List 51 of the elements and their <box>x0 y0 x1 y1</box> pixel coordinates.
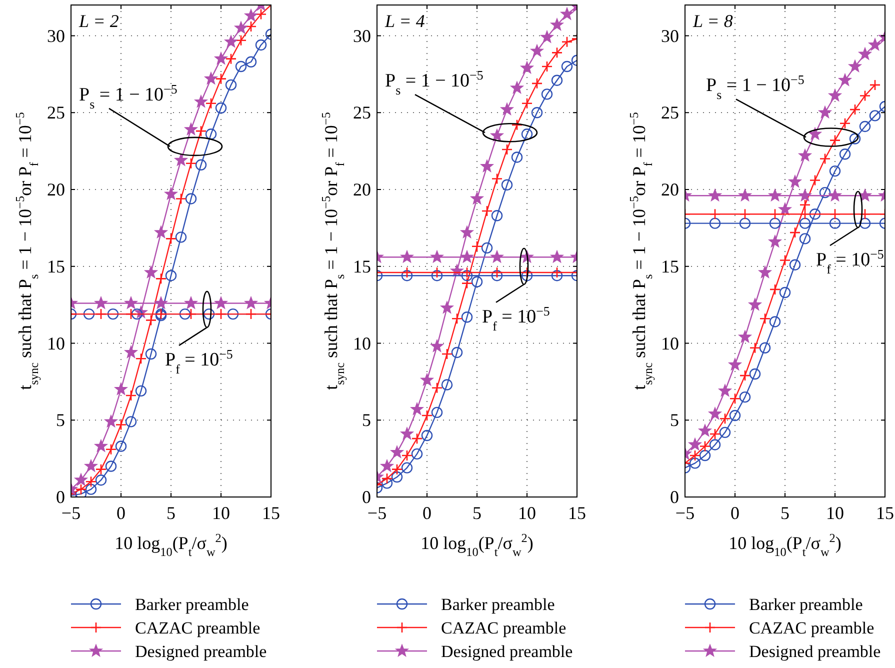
legend-label: Barker preamble <box>749 595 863 614</box>
x-axis-title: 10 log$_{10}$(P$_{t}$/σ$_{w}$$^{2}$) <box>114 531 228 559</box>
annotation: P$_{f}$ = 10$^{−5}$ <box>482 302 550 333</box>
y-tick-label: 25 <box>353 102 371 123</box>
y-tick-label: 30 <box>353 26 371 46</box>
y-tick-label: 5 <box>56 410 65 430</box>
legend-label: Designed preamble <box>135 642 267 661</box>
y-tick-label: 15 <box>47 256 65 276</box>
x-tick-label: 0 <box>116 503 126 523</box>
annotation: L = 2 <box>78 11 119 31</box>
annotation: P$_{f}$ = 10$^{−5}$ <box>165 346 233 376</box>
x-tick-label: 10 <box>212 503 230 523</box>
x-tick-label: 0 <box>730 503 740 523</box>
legend-label: Barker preamble <box>135 595 249 614</box>
x-tick-label: 5 <box>780 503 790 523</box>
y-tick-label: 5 <box>670 410 679 430</box>
annotation: P$_{s}$ = 1 − 10$^{−5}$ <box>79 80 178 111</box>
y-tick-label: 20 <box>353 180 371 200</box>
x-tick-label: 10 <box>826 503 844 523</box>
x-tick-label: 15 <box>568 503 586 523</box>
y-tick-label: 20 <box>47 180 65 200</box>
x-tick-label: 5 <box>166 503 176 523</box>
y-tick-label: 30 <box>47 26 65 46</box>
y-tick-label: 20 <box>661 180 679 200</box>
x-tick-label: 15 <box>262 503 280 523</box>
annotation: P$_{s}$ = 1 − 10$^{−5}$ <box>385 67 484 98</box>
legend-label: CAZAC preamble <box>749 618 874 638</box>
legend-label: CAZAC preamble <box>441 618 566 638</box>
annotation: P$_{f}$ = 10$^{−5}$ <box>816 246 884 276</box>
x-tick-label: 0 <box>422 503 432 523</box>
annotation: L = 8 <box>692 11 733 31</box>
x-tick-label: 5 <box>472 503 482 523</box>
annotation: L = 4 <box>384 11 425 31</box>
x-tick-label: 10 <box>518 503 536 523</box>
annotation: P$_{s}$ = 1 − 10$^{−5}$ <box>706 72 804 102</box>
x-axis-title: 10 log$_{10}$(P$_{t}$/σ$_{w}$$^{2}$) <box>420 531 534 559</box>
legend-label: CAZAC preamble <box>135 618 260 638</box>
y-tick-label: 30 <box>661 26 679 46</box>
y-tick-label: 15 <box>661 256 679 276</box>
x-axis-title: 10 log$_{10}$(P$_{t}$/σ$_{w}$$^{2}$) <box>728 531 842 559</box>
y-tick-label: 10 <box>353 333 371 354</box>
y-tick-label: 25 <box>47 102 65 123</box>
y-tick-label: 10 <box>47 333 65 354</box>
legend-label: Designed preamble <box>749 642 881 661</box>
y-tick-label: 15 <box>353 256 371 276</box>
y-tick-label: 25 <box>661 102 679 123</box>
legend-label: Designed preamble <box>441 642 573 661</box>
y-tick-label: 5 <box>362 410 371 430</box>
x-tick-label: 15 <box>876 503 894 523</box>
legend-label: Barker preamble <box>441 595 555 614</box>
y-tick-label: 10 <box>661 333 679 354</box>
